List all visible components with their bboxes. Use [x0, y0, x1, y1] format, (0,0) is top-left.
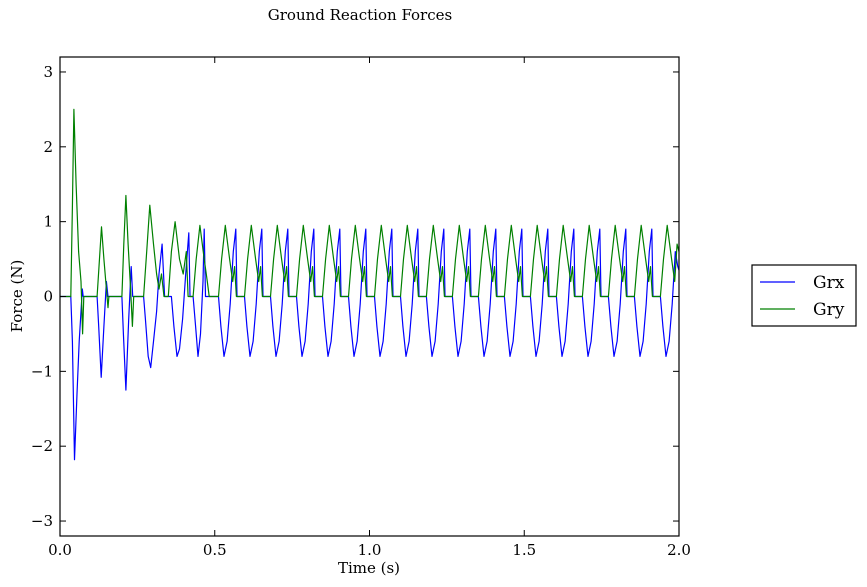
chart-title: Ground Reaction Forces [268, 6, 452, 24]
series-line-grx [60, 228, 680, 461]
y-tick-label: −2 [31, 437, 53, 455]
series-line-gry [60, 108, 680, 335]
y-tick-label: 0 [43, 288, 53, 306]
legend: Grx Gry [751, 264, 857, 327]
legend-frame [751, 264, 857, 327]
legend-label-gry: Gry [813, 300, 845, 320]
y-tick-label: 2 [43, 138, 53, 156]
x-tick-label: 0.5 [203, 541, 227, 559]
x-axis-label: Time (s) [338, 559, 400, 577]
y-axis-label: Force (N) [8, 260, 26, 333]
y-tick-label: −1 [31, 362, 53, 380]
x-tick-label: 1.0 [358, 541, 382, 559]
ticks-layer: 0.0 0.5 1.0 1.5 2.0 −3 −2 −1 0 1 2 3 [31, 57, 691, 559]
legend-label-grx: Grx [813, 273, 845, 293]
y-tick-label: 1 [43, 213, 53, 231]
y-tick-label: −3 [31, 512, 53, 530]
plot-area: 0.0 0.5 1.0 1.5 2.0 −3 −2 −1 0 1 2 3 [31, 56, 691, 559]
x-tick-label: 1.5 [512, 541, 536, 559]
series-layer [60, 108, 680, 461]
x-tick-label: 2.0 [667, 541, 691, 559]
y-tick-label: 3 [43, 63, 53, 81]
x-tick-label: 0.0 [48, 541, 72, 559]
